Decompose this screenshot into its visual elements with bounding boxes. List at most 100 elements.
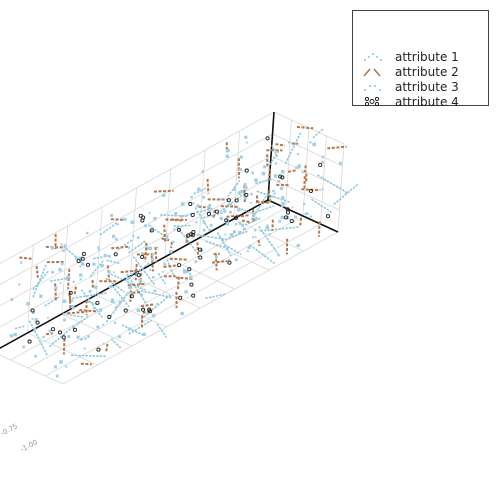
data-point [170, 241, 173, 249]
data-point [153, 216, 157, 221]
data-point [274, 162, 278, 165]
data-point [268, 190, 272, 204]
data-point [79, 265, 82, 268]
data-point [180, 202, 185, 206]
grid-line [0, 177, 270, 328]
data-point [80, 262, 85, 266]
data-point [184, 290, 188, 294]
data-point [193, 233, 225, 240]
data-point [126, 291, 129, 294]
data-point [94, 285, 98, 289]
data-point [76, 259, 81, 264]
data-point [176, 276, 180, 290]
data-point [87, 335, 90, 338]
data-point [243, 183, 247, 186]
data-point [201, 234, 204, 237]
data-point [141, 307, 146, 312]
data-point [304, 212, 308, 216]
data-point [217, 232, 232, 257]
data-point [255, 216, 258, 220]
grid-line [0, 354, 64, 385]
data-point [103, 253, 107, 257]
data-point [188, 201, 193, 207]
data-point [67, 335, 71, 339]
data-point [261, 171, 266, 176]
data-point [129, 294, 134, 299]
data-point [237, 191, 241, 195]
data-point [84, 337, 87, 340]
data-point [48, 329, 52, 333]
data-point [285, 207, 290, 212]
data-point [45, 245, 65, 249]
data-point [35, 320, 40, 325]
data-point [221, 230, 249, 242]
data-point [254, 178, 258, 182]
data-point [309, 141, 312, 144]
data-point [147, 246, 151, 250]
data-point [127, 246, 131, 249]
data-point [153, 189, 174, 193]
data-point [34, 354, 37, 358]
data-point [252, 209, 255, 223]
data-point [116, 223, 119, 226]
data-point [303, 165, 307, 173]
data-point [70, 299, 74, 302]
data-point [190, 212, 195, 218]
data-point [96, 347, 101, 352]
data-point [102, 342, 105, 345]
square-marker-icon [364, 85, 381, 91]
data-point [144, 242, 148, 262]
data-point [173, 228, 176, 231]
legend-item-attribute-2[interactable]: attribute 2 [361, 64, 459, 79]
data-point [31, 317, 34, 320]
data-point [132, 256, 155, 285]
data-point [189, 282, 194, 287]
data-point [9, 334, 14, 338]
data-point [136, 273, 141, 278]
data-point [251, 171, 254, 175]
data-point [321, 155, 325, 159]
data-point [321, 188, 324, 191]
data-point [229, 210, 232, 214]
data-point [163, 224, 167, 242]
data-point [226, 198, 231, 203]
data-point [85, 262, 91, 267]
data-point [250, 201, 252, 204]
data-point [169, 250, 173, 254]
data-point [187, 267, 192, 272]
legend-item-attribute-4[interactable]: attribute 4 [361, 94, 459, 109]
data-point [205, 293, 226, 300]
data-point [70, 354, 109, 358]
data-point [123, 308, 128, 313]
data-point [71, 306, 75, 310]
data-point [22, 345, 26, 349]
data-point [113, 321, 117, 324]
legend: attribute 1 attribute 2 attribute 3 [352, 10, 489, 109]
data-point [61, 335, 66, 340]
data-point [128, 319, 153, 335]
data-point [165, 237, 169, 241]
data-point [157, 273, 166, 285]
data-point [107, 314, 112, 320]
data-point [194, 207, 210, 230]
data-point [208, 210, 212, 213]
series-attribute-3 [9, 135, 342, 378]
data-point [111, 285, 130, 308]
data-point [252, 212, 256, 216]
data-point [127, 327, 131, 331]
data-point [66, 275, 70, 278]
data-point [238, 221, 242, 225]
legend-item-attribute-3[interactable]: attribute 3 [361, 79, 459, 94]
data-point [224, 233, 227, 236]
data-point [241, 217, 263, 227]
data-point [209, 223, 213, 227]
data-point [13, 332, 17, 337]
legend-item-attribute-1[interactable]: attribute 1 [361, 49, 459, 64]
data-point [285, 210, 291, 215]
data-point [301, 171, 304, 174]
data-point [280, 204, 284, 208]
data-point [254, 229, 257, 232]
data-point [258, 226, 279, 255]
data-point [166, 235, 169, 238]
data-point [254, 236, 257, 239]
